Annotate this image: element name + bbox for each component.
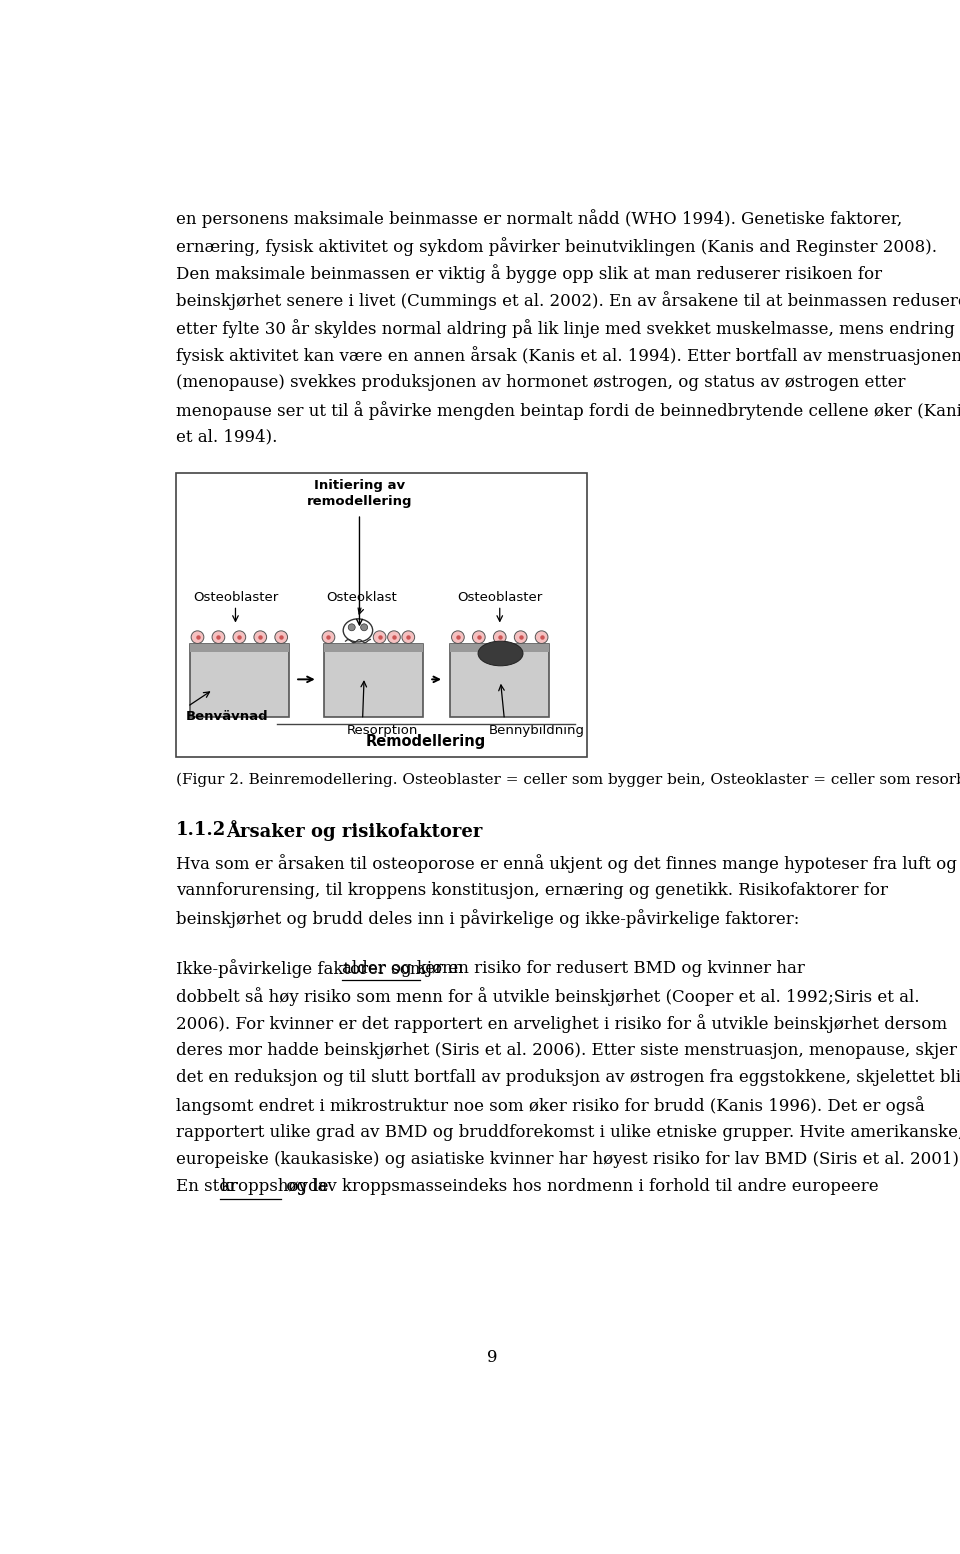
Text: deres mor hadde beinskjørhet (Siris et al. 2006). Etter siste menstruasjon, meno: deres mor hadde beinskjørhet (Siris et a… — [176, 1041, 957, 1058]
Bar — [190, 645, 289, 651]
Bar — [450, 645, 549, 651]
Text: europeiske (kaukasiske) og asiatiske kvinner har høyest risiko for lav BMD (Siri: europeiske (kaukasiske) og asiatiske kvi… — [176, 1152, 960, 1169]
Bar — [324, 645, 423, 651]
Text: en personens maksimale beinmasse er normalt nådd (WHO 1994). Genetiske faktorer,: en personens maksimale beinmasse er norm… — [176, 210, 902, 228]
Circle shape — [451, 631, 465, 643]
Text: et al. 1994).: et al. 1994). — [176, 429, 277, 446]
Text: ernæring, fysisk aktivitet og sykdom påvirker beinutviklingen (Kanis and Reginst: ernæring, fysisk aktivitet og sykdom påv… — [176, 236, 937, 256]
Text: Osteoblaster: Osteoblaster — [193, 591, 278, 605]
Circle shape — [472, 631, 485, 643]
Text: alder og kjønn: alder og kjønn — [342, 959, 464, 976]
Bar — [190, 645, 289, 718]
Circle shape — [388, 631, 400, 643]
Text: Den maksimale beinmassen er viktig å bygge opp slik at man reduserer risikoen fo: Den maksimale beinmassen er viktig å byg… — [176, 264, 882, 283]
Text: rapportert ulike grad av BMD og bruddforekomst i ulike etniske grupper. Hvite am: rapportert ulike grad av BMD og bruddfor… — [176, 1124, 960, 1141]
Text: beinskjørhet senere i livet (Cummings et al. 2002). En av årsakene til at beinma: beinskjørhet senere i livet (Cummings et… — [176, 292, 960, 311]
Text: det en reduksjon og til slutt bortfall av produksjon av østrogen fra eggstokkene: det en reduksjon og til slutt bortfall a… — [176, 1069, 960, 1086]
Circle shape — [536, 631, 548, 643]
Circle shape — [493, 631, 506, 643]
Circle shape — [275, 631, 288, 643]
Text: Osteoklast: Osteoklast — [326, 591, 397, 605]
Text: Osteoblaster: Osteoblaster — [457, 591, 542, 605]
Text: kroppshøyde: kroppshøyde — [220, 1178, 328, 1195]
Text: Ikke-påvirkelige faktorer som: Ikke-påvirkelige faktorer som — [176, 959, 431, 979]
Circle shape — [233, 631, 246, 643]
Text: Bennybildning: Bennybildning — [489, 724, 585, 737]
Text: beinskjørhet og brudd deles inn i påvirkelige og ikke-påvirkelige faktorer:: beinskjørhet og brudd deles inn i påvirk… — [176, 909, 799, 928]
Circle shape — [515, 631, 527, 643]
Text: etter fylte 30 år skyldes normal aldring på lik linje med svekket muskelmasse, m: etter fylte 30 år skyldes normal aldring… — [176, 319, 960, 337]
Text: Remodellering: Remodellering — [366, 735, 486, 749]
Text: langsomt endret i mikrostruktur noe som øker risiko for brudd (Kanis 1996). Det : langsomt endret i mikrostruktur noe som … — [176, 1096, 924, 1116]
Circle shape — [253, 631, 267, 643]
Text: En stor: En stor — [176, 1178, 243, 1195]
Circle shape — [323, 631, 335, 643]
Ellipse shape — [361, 623, 368, 631]
Text: Resorption: Resorption — [348, 724, 419, 737]
Text: (menopause) svekkes produksjonen av hormonet østrogen, og status av østrogen ett: (menopause) svekkes produksjonen av horm… — [176, 373, 905, 390]
Bar — [176, 472, 587, 757]
Text: er en risiko for redusert BMD og kvinner har: er en risiko for redusert BMD og kvinner… — [420, 959, 804, 976]
Text: 2006). For kvinner er det rapportert en arvelighet i risiko for å utvikle beinsk: 2006). For kvinner er det rapportert en … — [176, 1015, 947, 1033]
Text: (Figur 2. Beinremodellering. Osteoblaster = celler som bygger bein, Osteoklaster: (Figur 2. Beinremodellering. Osteoblaste… — [176, 772, 960, 788]
Text: vannforurensing, til kroppens konstitusjon, ernæring og genetikk. Risikofaktorer: vannforurensing, til kroppens konstitusj… — [176, 881, 888, 898]
Text: dobbelt så høy risiko som menn for å utvikle beinskjørhet (Cooper et al. 1992;Si: dobbelt så høy risiko som menn for å utv… — [176, 987, 920, 1005]
Circle shape — [373, 631, 386, 643]
Bar — [324, 645, 423, 718]
Circle shape — [191, 631, 204, 643]
Circle shape — [402, 631, 415, 643]
Text: fysisk aktivitet kan være en annen årsak (Kanis et al. 1994). Etter bortfall av : fysisk aktivitet kan være en annen årsak… — [176, 347, 960, 365]
Text: Årsaker og risikofaktorer: Årsaker og risikofaktorer — [227, 821, 483, 842]
Bar — [450, 645, 549, 718]
Text: 1.1.2: 1.1.2 — [176, 821, 226, 839]
Text: og lav kroppsmasseindeks hos nordmenn i forhold til andre europeere: og lav kroppsmasseindeks hos nordmenn i … — [281, 1178, 878, 1195]
Ellipse shape — [343, 618, 372, 642]
Ellipse shape — [348, 623, 355, 631]
Ellipse shape — [478, 642, 523, 665]
Text: menopause ser ut til å påvirke mengden beintap fordi de beinnedbrytende cellene : menopause ser ut til å påvirke mengden b… — [176, 401, 960, 420]
Text: Hva som er årsaken til osteoporose er ennå ukjent og det finnes mange hypoteser : Hva som er årsaken til osteoporose er en… — [176, 855, 957, 873]
Circle shape — [212, 631, 225, 643]
Text: Benvävnad: Benvävnad — [186, 710, 269, 724]
Text: Initiering av
remodellering: Initiering av remodellering — [307, 479, 412, 508]
Text: 9: 9 — [487, 1349, 497, 1366]
